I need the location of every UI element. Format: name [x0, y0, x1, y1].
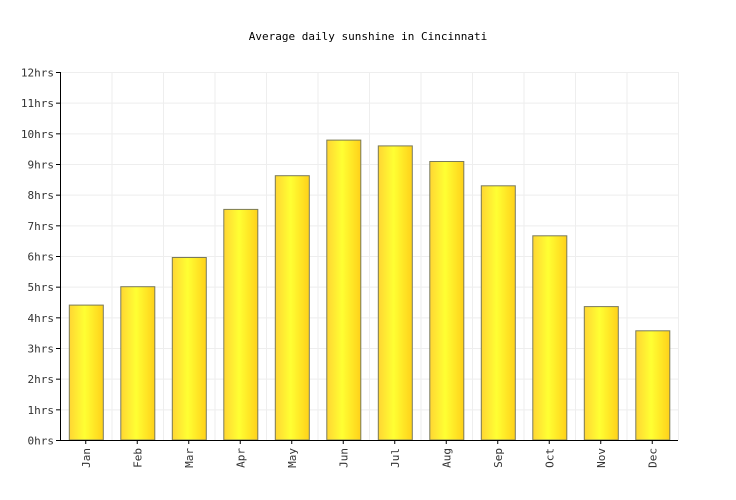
y-tick-label: 4hrs [28, 312, 55, 325]
bar-nov [583, 306, 619, 441]
bar-jul [377, 145, 413, 441]
bar-dec [635, 330, 671, 441]
bar-may [274, 175, 310, 441]
y-tick-label: 11hrs [21, 97, 54, 110]
axes [60, 72, 678, 441]
y-tick-label: 9hrs [28, 159, 55, 172]
x-tick-label-dec: Dec [646, 448, 659, 468]
x-tick-label-jul: Jul [389, 448, 402, 468]
y-tick-label: 8hrs [28, 189, 55, 202]
bar-jun [326, 139, 362, 441]
y-tick-label: 7hrs [28, 220, 55, 233]
y-tick-label: 0hrs [28, 435, 55, 448]
x-tick-label-jun: Jun [337, 448, 350, 468]
x-tick-label-feb: Feb [131, 448, 144, 468]
bar-sep [480, 185, 516, 441]
y-tick-label: 12hrs [21, 67, 54, 80]
x-tick-label-mar: Mar [183, 448, 196, 468]
x-tick-label-aug: Aug [440, 448, 453, 468]
y-tick-label: 2hrs [28, 373, 55, 386]
bars [68, 139, 671, 441]
x-tick-label-oct: Oct [543, 448, 556, 468]
x-tick-label-sep: Sep [492, 448, 505, 468]
bar-apr [223, 208, 259, 441]
x-tick-label-nov: Nov [595, 448, 608, 468]
y-tick-label: 1hrs [28, 404, 55, 417]
bar-oct [532, 235, 568, 441]
x-tick-label-jan: Jan [80, 448, 93, 468]
y-tick-label: 6hrs [28, 251, 55, 264]
x-tick-label-may: May [286, 448, 299, 468]
chart-title: Average daily sunshine in Cincinnati [248, 30, 488, 43]
bar-jan [68, 304, 104, 441]
grid-lines [60, 72, 679, 441]
y-tick-label: 3hrs [28, 343, 55, 356]
bar-aug [429, 161, 465, 441]
y-tick-label: 5hrs [28, 281, 55, 294]
y-tick-label: 10hrs [21, 128, 54, 141]
x-tick-label-apr: Apr [234, 448, 247, 468]
x-axis-labels: Jan Feb Mar Apr May Jun Jul Aug Sep Oct Nov Dec [80, 440, 659, 468]
bar-feb [120, 286, 156, 441]
y-axis-labels: 0hrs 1hrs 2hrs 3hrs 4hrs 5hrs 6hrs 7hrs 8hrs 9hrs… [21, 67, 60, 448]
bar-mar [171, 257, 207, 441]
